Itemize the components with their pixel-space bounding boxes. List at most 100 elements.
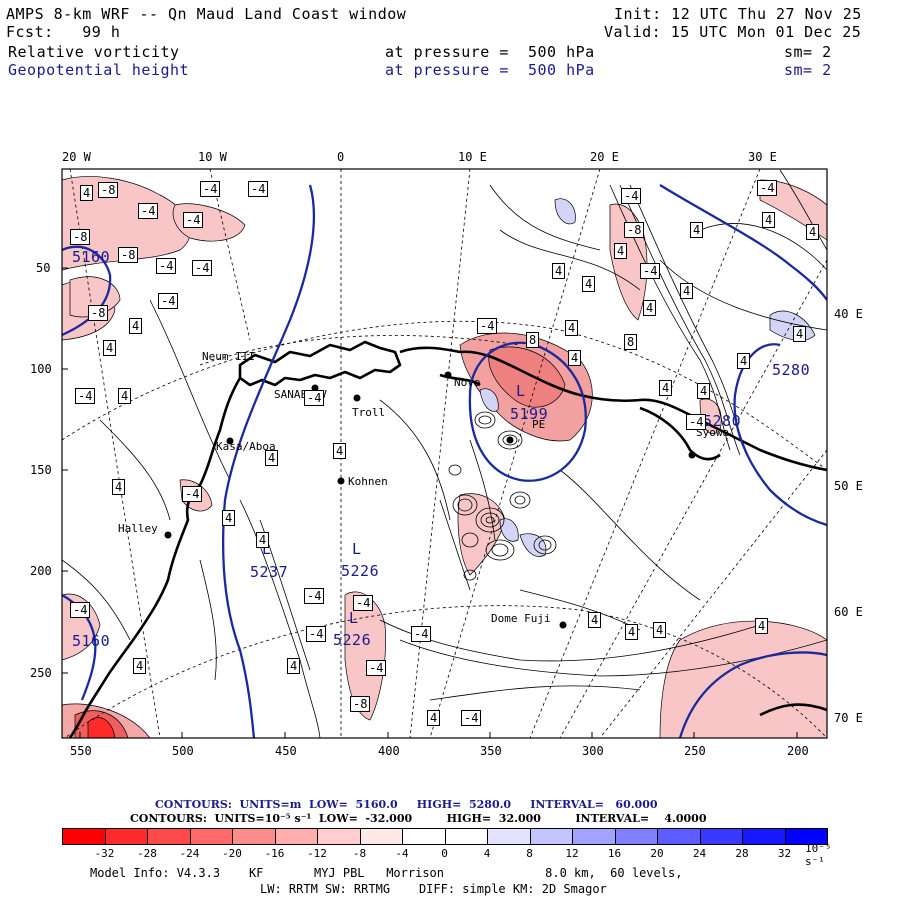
lon-label-top-2: 10 W (198, 150, 227, 164)
vorticity-label: 4 (118, 388, 132, 404)
height-label: 5280 (772, 361, 811, 379)
coastline (68, 340, 827, 738)
colorbar-label: 24 (692, 847, 707, 860)
colorbar-segment (104, 828, 148, 845)
init-time: Init: 12 UTC Thu 27 Nov 25 (614, 5, 862, 23)
x-tick-2: 500 (172, 744, 194, 758)
lon-label-top-4: 10 E (458, 150, 487, 164)
vorticity-cluster (448, 411, 557, 581)
vorticity-label: -4 (304, 588, 325, 604)
height-contour-info: CONTOURS: UNITS=m LOW= 5160.0 HIGH= 5280… (155, 798, 658, 811)
colorbar-segment (274, 828, 318, 845)
vorticity-label: 4 (762, 212, 776, 228)
station-label-kohnen: Kohnen (348, 475, 388, 488)
lon-label-right-4: 70 E (834, 711, 863, 725)
vorticity-label: -4 (640, 263, 661, 279)
x-tick-8: 200 (787, 744, 809, 758)
colorbar-label: -32 (94, 847, 115, 860)
colorbar-label: -24 (179, 847, 200, 860)
vorticity-label: -4 (411, 626, 432, 642)
low-marker: L (262, 540, 272, 558)
vorticity-label: 4 (659, 380, 673, 396)
lon-label-right-3: 60 E (834, 605, 863, 619)
valid-time: Valid: 15 UTC Mon 01 Dec 25 (604, 23, 862, 41)
lon-label-top-5: 20 E (590, 150, 619, 164)
colorbar-label: 10⁻⁵ s⁻¹ (805, 842, 832, 868)
vorticity-label: -4 (621, 188, 642, 204)
colorbar-label: 4 (483, 847, 491, 860)
vorticity-label: 4 (588, 612, 602, 628)
lon-label-top-1: 20 W (62, 150, 91, 164)
vorticity-label: -4 (757, 180, 778, 196)
height-label: 5280 (703, 412, 742, 430)
field1-level: at pressure = 500 hPa (385, 43, 595, 61)
vorticity-label: 4 (129, 318, 143, 334)
vorticity-label: 4 (793, 326, 807, 342)
station-label-kasa: Kasa/Aboa (216, 440, 276, 453)
station-label-troll: Troll (352, 406, 386, 419)
height-label: 5237 (250, 563, 289, 581)
station-label-neum: Neum III (202, 350, 255, 363)
colorbar-label: 0 (441, 847, 448, 860)
colorbar-segment (784, 828, 828, 845)
model-info: Model Info: V4.3.3 KF MYJ PBL Morrison 8… (90, 866, 683, 880)
vorticity-label: -4 (138, 203, 159, 219)
colorbar-label: 8 (526, 847, 533, 860)
colorbar-segment (317, 828, 361, 845)
colorbar-segment (487, 828, 531, 845)
height-label: 5199 (510, 405, 549, 423)
vorticity-label: 4 (333, 443, 347, 459)
vorticity-label: 4 (737, 353, 751, 369)
colorbar-segment (359, 828, 403, 845)
vorticity-label: 4 (256, 532, 270, 548)
vorticity-label: -4 (200, 181, 221, 197)
colorbar-label: -12 (307, 847, 327, 860)
x-tick-1: 550 (70, 744, 92, 758)
vorticity-label: 4 (552, 263, 566, 279)
vorticity-label: -4 (70, 602, 91, 618)
colorbar-label: 20 (650, 847, 664, 860)
vorticity-label: -4 (686, 414, 707, 430)
vorticity-label: 4 (653, 622, 667, 638)
x-tick-4: 400 (378, 744, 400, 758)
colorbar-label: 16 (607, 847, 622, 860)
station-label-novo: Novo (454, 376, 481, 389)
vorticity-label: 4 (680, 283, 694, 299)
vorticity-label: 4 (582, 276, 596, 292)
colorbar-label: -16 (264, 847, 285, 860)
colorbar-segment (189, 828, 233, 845)
vorticity-label: -8 (350, 696, 371, 712)
colorbar-segment (529, 828, 573, 845)
y-tick-2: 100 (30, 362, 52, 376)
map-content (62, 169, 827, 738)
vorticity-label: 4 (806, 224, 820, 240)
vorticity-label: -8 (70, 229, 91, 245)
vorticity-contour-info: CONTOURS: UNITS=10⁻⁵ s⁻¹ LOW= -32.000 HI… (130, 812, 707, 825)
y-tick-1: 50 (36, 261, 51, 275)
negative-vorticity-fill (62, 176, 827, 738)
vorticity-label: -4 (306, 626, 327, 642)
field2-level: at pressure = 500 hPa (385, 61, 595, 79)
vorticity-label: -4 (461, 710, 482, 726)
physics-info: LW: RRTM SW: RRTMG DIFF: simple KM: 2D S… (260, 882, 607, 896)
lon-label-top-6: 30 E (748, 150, 777, 164)
height-label: 5226 (341, 562, 380, 580)
vorticity-label: 4 (643, 300, 657, 316)
y-tick-5: 250 (30, 666, 52, 680)
vorticity-label: 4 (222, 510, 236, 526)
vorticity-label: 8 (526, 332, 540, 348)
vorticity-label: -8 (98, 182, 119, 198)
colorbar-label: 32 (777, 847, 792, 860)
plot-title: AMPS 8-km WRF -- Qn Maud Land Coast wind… (6, 5, 407, 23)
x-tick-6: 300 (582, 744, 604, 758)
vorticity-label: -4 (156, 258, 177, 274)
colorbar-segment (232, 828, 276, 845)
colorbar-segment (444, 828, 488, 845)
vorticity-label: -4 (183, 212, 204, 228)
vorticity-label: 4 (112, 479, 126, 495)
colorbar-segment (147, 828, 191, 845)
x-tick-3: 450 (275, 744, 297, 758)
colorbar-label: -28 (137, 847, 157, 860)
colorbar-label: -8 (352, 847, 367, 860)
colorbar-label: -4 (395, 847, 409, 860)
